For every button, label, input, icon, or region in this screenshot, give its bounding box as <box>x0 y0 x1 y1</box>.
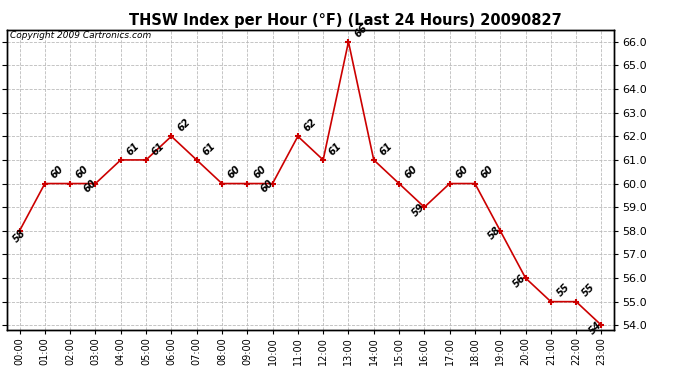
Text: 60: 60 <box>49 164 66 181</box>
Text: 60: 60 <box>259 178 275 195</box>
Text: 60: 60 <box>75 164 91 181</box>
Text: 61: 61 <box>150 141 167 157</box>
Text: 62: 62 <box>175 117 192 134</box>
Text: 54: 54 <box>588 320 604 336</box>
Text: 59: 59 <box>411 202 427 218</box>
Text: 56: 56 <box>512 273 529 289</box>
Text: 55: 55 <box>580 282 597 299</box>
Text: 60: 60 <box>454 164 471 181</box>
Text: 58: 58 <box>11 228 28 244</box>
Text: 61: 61 <box>125 141 141 157</box>
Text: 60: 60 <box>479 164 495 181</box>
Text: 60: 60 <box>251 164 268 181</box>
Text: 60: 60 <box>403 164 420 181</box>
Text: 61: 61 <box>327 141 344 157</box>
Text: 58: 58 <box>486 225 503 242</box>
Text: Copyright 2009 Cartronics.com: Copyright 2009 Cartronics.com <box>10 32 151 40</box>
Text: 61: 61 <box>201 141 217 157</box>
Text: 60: 60 <box>226 164 243 181</box>
Text: 66: 66 <box>353 22 369 39</box>
Text: THSW Index per Hour (°F) (Last 24 Hours) 20090827: THSW Index per Hour (°F) (Last 24 Hours)… <box>128 13 562 28</box>
Text: 61: 61 <box>378 141 395 157</box>
Text: 60: 60 <box>81 178 98 195</box>
Text: 62: 62 <box>302 117 319 134</box>
Text: 55: 55 <box>555 282 571 299</box>
